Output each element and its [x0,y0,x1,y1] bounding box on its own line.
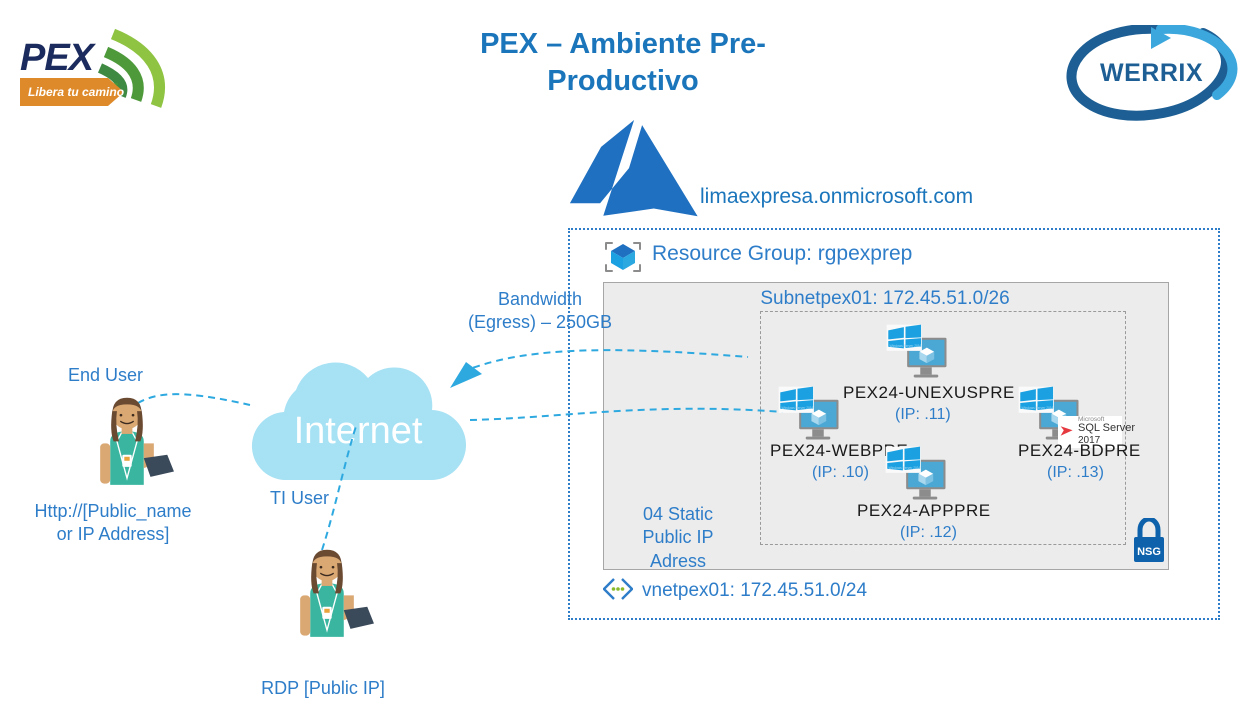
svg-text:Windows Server 2016: Windows Server 2016 [888,466,920,470]
svg-text:Windows Server 2016: Windows Server 2016 [889,344,921,348]
svg-text:Windows Server 2016: Windows Server 2016 [1021,406,1053,410]
svg-text:Windows Server 2016: Windows Server 2016 [781,406,813,410]
